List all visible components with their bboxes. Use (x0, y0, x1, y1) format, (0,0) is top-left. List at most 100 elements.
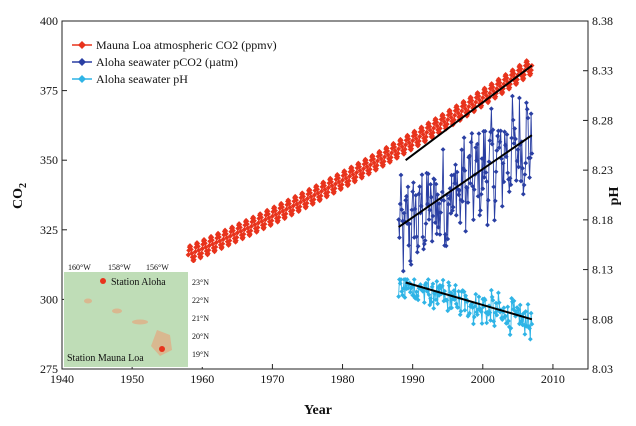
mauna-loa-co2-point (289, 210, 295, 217)
island-kauai (84, 298, 92, 304)
mauna-loa-co2-point (387, 158, 394, 164)
aloha-ph-point (487, 310, 493, 316)
mauna-loa-co2-point (507, 81, 513, 87)
aloha-pco2-point (397, 235, 402, 240)
mauna-loa-co2-point (412, 132, 419, 138)
aloha-pco2-point (446, 201, 451, 207)
aloha-ph-point (400, 286, 406, 291)
mauna-loa-co2-point (505, 83, 511, 89)
y-right-tick-label: 8.28 (592, 113, 613, 127)
mauna-loa-co2-point (462, 102, 468, 108)
aloha-pco2-point (442, 232, 448, 237)
aloha-pco2-point (465, 200, 471, 205)
mauna-loa-co2-point (377, 152, 384, 158)
mauna-loa-co2-point (240, 234, 246, 241)
mauna-loa-co2-point (314, 183, 320, 190)
mauna-loa-co2-point (503, 72, 509, 78)
mauna-loa-co2-point (522, 63, 529, 69)
mauna-loa-co2-point (315, 190, 321, 196)
mauna-loa-co2-point (521, 75, 527, 81)
mauna-loa-co2-point (374, 162, 380, 168)
y-right-tick-label: 8.03 (592, 362, 613, 376)
mauna-loa-co2-point (202, 240, 208, 246)
aloha-ph-point (444, 297, 450, 303)
mauna-loa-co2-point (233, 238, 239, 244)
mauna-loa-co2-point (455, 106, 461, 112)
mauna-loa-co2-point (325, 189, 331, 195)
mauna-loa-co2-point (493, 94, 499, 100)
mauna-loa-co2-point (518, 66, 524, 72)
aloha-pco2-point (419, 172, 425, 178)
station-mauna-loa-label: Station Mauna Loa (67, 353, 144, 364)
aloha-pco2-point (414, 249, 420, 255)
aloha-pco2-point (454, 169, 460, 175)
aloha-ph-point (457, 312, 463, 318)
mauna-loa-co2-point (356, 161, 362, 167)
mauna-loa-co2-point (379, 160, 385, 166)
mauna-loa-co2-point (456, 114, 462, 120)
mauna-loa-co2-point (526, 69, 532, 75)
fit-line-2 (405, 281, 533, 321)
aloha-pco2-point (408, 262, 414, 267)
aloha-pco2-point (456, 192, 462, 198)
mauna-loa-co2-point (352, 177, 358, 184)
aloha-pco2-point (476, 131, 482, 136)
aloha-pco2-point (527, 175, 532, 180)
mauna-loa-co2-point (254, 228, 260, 234)
mauna-loa-co2-point (335, 175, 342, 181)
mauna-loa-co2-point (394, 154, 401, 160)
aloha-ph-point (455, 305, 461, 310)
aloha-ph-point (449, 305, 455, 311)
mauna-loa-co2-point (310, 200, 316, 206)
aloha-pco2-point (433, 181, 439, 187)
mauna-loa-co2-point (275, 217, 281, 224)
aloha-pco2-point (511, 141, 517, 146)
legend-label-aloha-ph: Aloha seawater pH (96, 72, 188, 86)
fit-lines (398, 64, 533, 321)
aloha-ph-point (494, 312, 500, 318)
aloha-ph-point (506, 318, 511, 324)
mauna-loa-co2-point (448, 114, 454, 121)
aloha-pco2-point (459, 147, 465, 153)
aloha-ph-point (505, 304, 511, 310)
mauna-loa-co2-point (524, 58, 530, 65)
station-mauna-loa-marker (159, 346, 165, 352)
mauna-loa-co2-point (354, 165, 360, 171)
mauna-loa-co2-point (501, 81, 507, 87)
mauna-loa-co2-point (392, 148, 398, 154)
fit-line-0 (405, 64, 533, 162)
aloha-ph-point (527, 336, 533, 342)
aloha-pco2-point (467, 180, 473, 186)
aloha-pco2-point (440, 147, 446, 152)
aloha-pco2-point (430, 213, 436, 219)
mauna-loa-co2-point (300, 191, 306, 197)
y-right-tick-label: 8.18 (592, 213, 613, 227)
mauna-loa-co2-point (427, 123, 433, 130)
mauna-loa-co2-point (255, 220, 261, 226)
aloha-pco2-point (529, 151, 535, 156)
mauna-loa-co2-point (476, 93, 482, 99)
aloha-ph-point (478, 309, 484, 315)
aloha-pco2-point (510, 117, 516, 123)
mauna-loa-co2-point (469, 97, 475, 104)
aloha-pco2-point (412, 206, 418, 212)
aloha-ph-point (441, 298, 447, 304)
mauna-loa-co2-point (462, 106, 468, 112)
aloha-ph-point (453, 301, 459, 307)
aloha-ph-point (479, 321, 485, 326)
aloha-pco2-point (495, 133, 501, 139)
mauna-loa-co2-point (342, 171, 349, 178)
aloha-ph-point (428, 299, 434, 305)
aloha-pco2-point (516, 164, 522, 170)
aloha-pco2-point (425, 201, 430, 207)
aloha-ph-point (425, 277, 431, 282)
aloha-ph-point (414, 289, 419, 295)
mauna-loa-co2-point (426, 121, 432, 127)
aloha-pco2-point (493, 169, 499, 175)
aloha-ph-point (525, 302, 531, 307)
aloha-pco2-point (398, 172, 404, 178)
mauna-loa-co2-point (494, 81, 501, 87)
aloha-pco2-point (482, 128, 488, 134)
mauna-loa-co2-point (311, 192, 318, 198)
aloha-ph-point (496, 300, 502, 306)
